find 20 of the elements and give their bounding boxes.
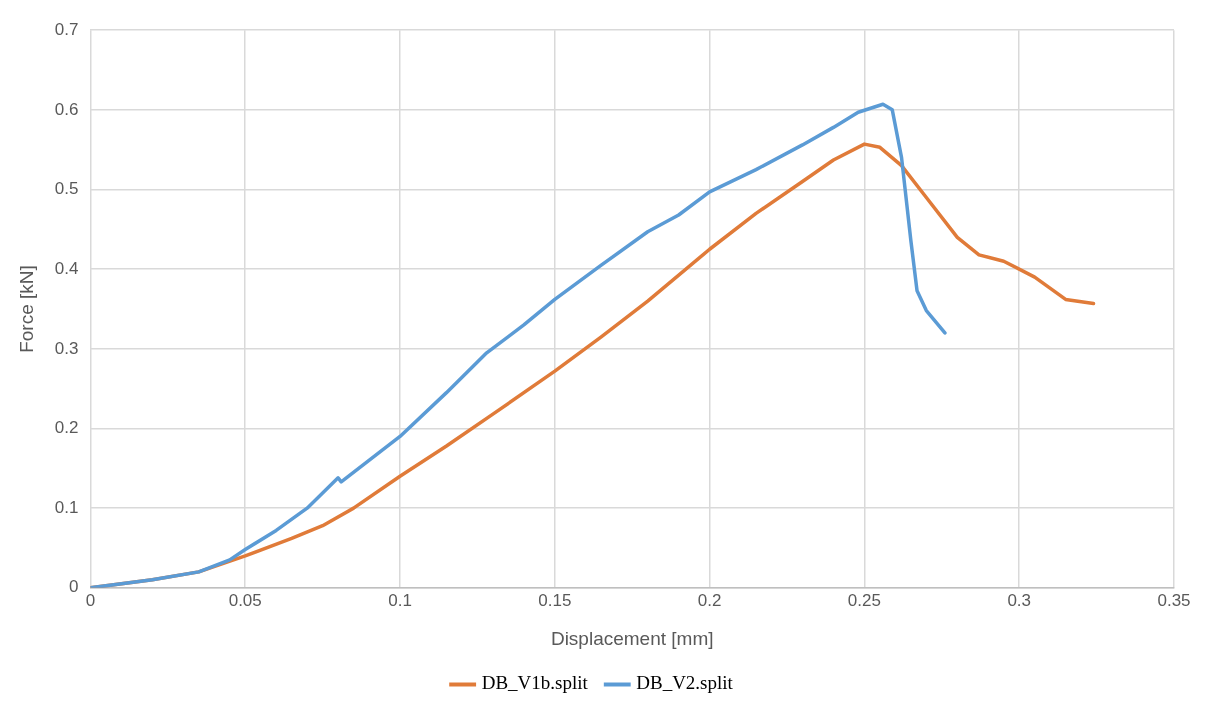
legend-label: DB_V2.split	[636, 672, 734, 694]
y-tick-label: 0.3	[54, 338, 79, 358]
x-axis-title: Displacement [mm]	[550, 627, 714, 649]
x-tick-label: 0.25	[847, 590, 881, 610]
x-tick-label: 0.05	[228, 590, 262, 610]
y-tick-label: 0.4	[54, 258, 79, 278]
x-tick-label: 0.15	[538, 590, 572, 610]
x-tick-label: 0	[85, 590, 96, 610]
y-tick-label: 0.2	[54, 418, 79, 438]
y-tick-label: 0	[68, 577, 79, 597]
x-tick-label: 0.35	[1157, 590, 1191, 610]
y-tick-label: 0.5	[54, 179, 79, 199]
legend-label: DB_V1b.split	[481, 672, 589, 694]
y-tick-label: 0.1	[54, 497, 79, 517]
x-tick-label: 0.3	[1007, 590, 1032, 610]
x-tick-label: 0.2	[697, 590, 722, 610]
y-tick-label: 0.7	[54, 19, 79, 39]
y-axis-title: Force [kN]	[15, 265, 37, 353]
y-tick-label: 0.6	[54, 99, 79, 119]
x-tick-label: 0.1	[388, 590, 412, 610]
